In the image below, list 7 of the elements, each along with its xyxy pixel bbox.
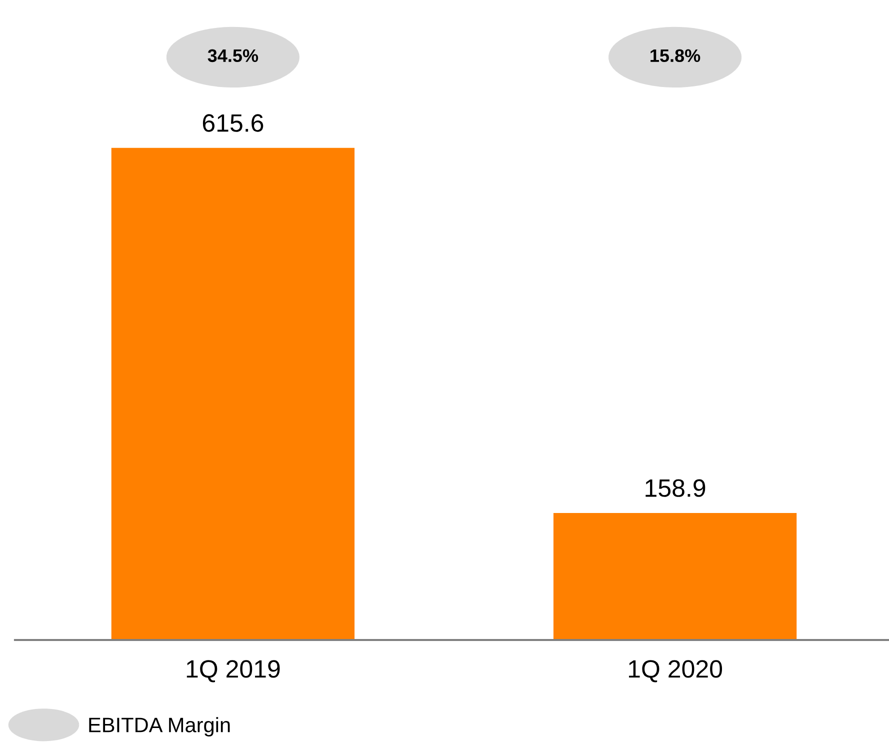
- text: 34.5%: [208, 49, 258, 62]
- legend-label: EBITDA Margin: [89, 717, 230, 736]
- x-tick-label: 1Q 2019: [186, 660, 280, 682]
- x-tick-label: 1Q 2020: [628, 660, 722, 682]
- data-label: 158.9: [646, 479, 706, 497]
- data-label: 615.6: [202, 114, 264, 132]
- text: 15.8%: [650, 49, 700, 62]
